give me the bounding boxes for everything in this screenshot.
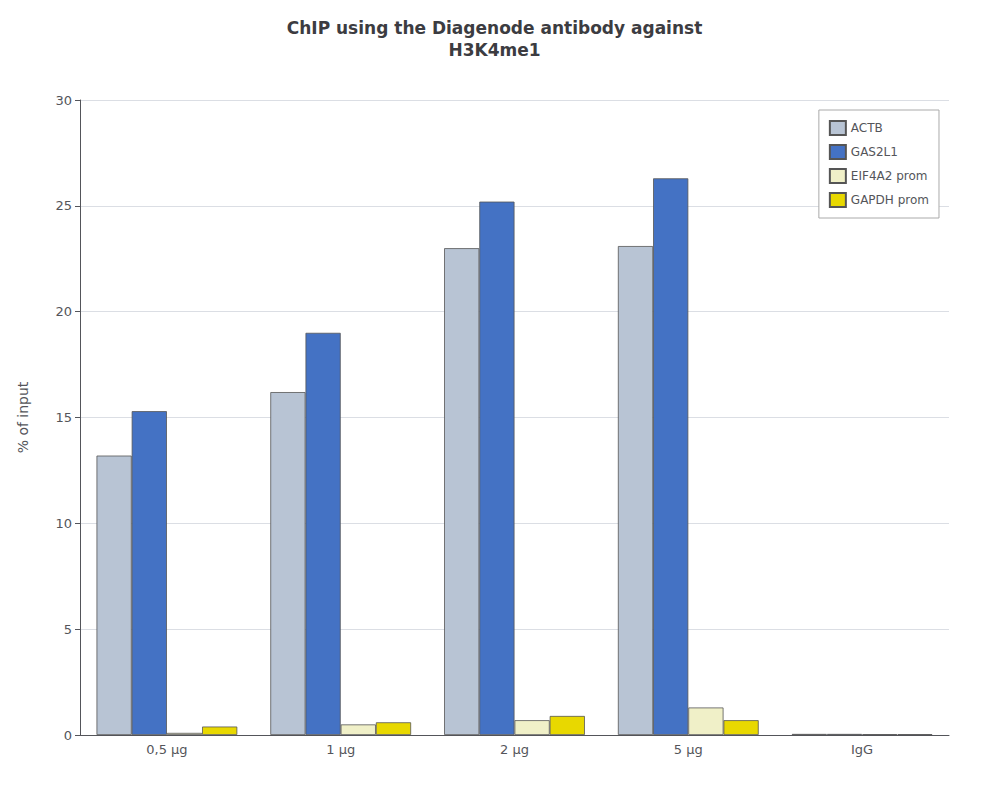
- svg-text:ChIP using the Diagenode antib: ChIP using the Diagenode antibody agains…: [287, 18, 703, 38]
- svg-text:2 μg: 2 μg: [500, 742, 529, 757]
- svg-text:GAPDH prom: GAPDH prom: [851, 193, 929, 207]
- svg-text:5 μg: 5 μg: [674, 742, 703, 757]
- svg-text:% of input: % of input: [15, 381, 31, 453]
- svg-text:5: 5: [64, 622, 72, 637]
- svg-text:H3K4me1: H3K4me1: [448, 40, 540, 60]
- svg-text:10: 10: [55, 516, 72, 531]
- svg-text:25: 25: [55, 198, 72, 213]
- svg-text:IgG: IgG: [851, 742, 873, 757]
- svg-text:20: 20: [55, 304, 72, 319]
- svg-text:0: 0: [64, 728, 72, 743]
- svg-text:30: 30: [55, 93, 72, 108]
- svg-text:EIF4A2 prom: EIF4A2 prom: [851, 169, 928, 183]
- svg-text:ACTB: ACTB: [851, 121, 883, 135]
- svg-text:15: 15: [55, 410, 72, 425]
- svg-text:0,5 μg: 0,5 μg: [146, 742, 187, 757]
- svg-text:1 μg: 1 μg: [326, 742, 355, 757]
- svg-text:GAS2L1: GAS2L1: [851, 145, 898, 159]
